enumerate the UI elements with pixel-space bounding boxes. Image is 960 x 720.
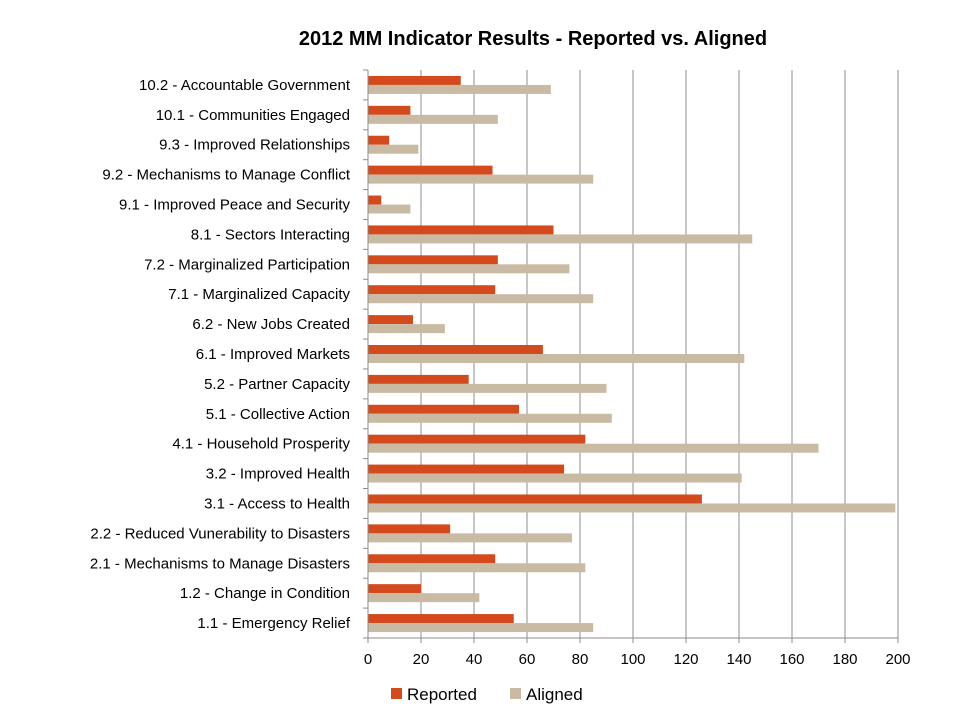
bar-aligned <box>368 623 594 633</box>
bar-reported <box>368 584 421 594</box>
bar-reported <box>368 285 496 295</box>
bar-reported <box>368 404 520 414</box>
bar-reported <box>368 345 543 354</box>
bar-aligned <box>368 174 594 184</box>
bar-reported <box>368 75 461 85</box>
category-label: 3.2 - Improved Health <box>206 466 350 483</box>
x-tick-label: 120 <box>673 651 698 668</box>
x-tick-label: 180 <box>832 651 857 668</box>
bar-reported <box>368 374 469 384</box>
bar-aligned <box>368 144 419 154</box>
bar-aligned <box>368 593 480 603</box>
category-label: 3.1 - Access to Health <box>204 495 350 512</box>
bar-aligned <box>368 264 570 274</box>
bar-aligned <box>368 473 742 483</box>
bar-reported <box>368 195 382 205</box>
x-tick-label: 200 <box>885 651 910 668</box>
bar-aligned <box>368 533 573 543</box>
bar-aligned <box>368 503 896 513</box>
category-label: 1.1 - Emergency Relief <box>197 615 350 632</box>
x-tick-label: 100 <box>620 651 645 668</box>
bar-reported <box>368 315 414 325</box>
bar-reported <box>368 614 514 624</box>
bar-reported <box>368 524 451 534</box>
bar-aligned <box>368 114 498 124</box>
category-label: 2.1 - Mechanisms to Manage Disasters <box>90 555 350 572</box>
x-tick-label: 140 <box>726 651 751 668</box>
category-label: 8.1 - Sectors Interacting <box>191 226 350 243</box>
category-label: 9.1 - Improved Peace and Security <box>119 197 350 214</box>
bar-aligned <box>368 563 586 573</box>
category-label: 9.3 - Improved Relationships <box>159 137 350 154</box>
bars <box>368 75 896 633</box>
category-label: 6.1 - Improved Markets <box>196 346 350 363</box>
bar-reported <box>368 464 565 474</box>
category-label: 1.2 - Change in Condition <box>180 585 350 602</box>
bar-reported <box>368 554 496 564</box>
x-tick-label: 160 <box>779 651 804 668</box>
bar-aligned <box>368 413 612 423</box>
bar-aligned <box>368 294 594 304</box>
legend-swatch-reported <box>391 688 402 699</box>
bar-reported <box>368 105 411 115</box>
bar-aligned <box>368 234 753 244</box>
x-tick-label: 20 <box>413 651 430 668</box>
category-label: 4.1 - Household Prosperity <box>172 436 350 453</box>
legend-swatch-aligned <box>510 688 521 699</box>
legend: Reported Aligned <box>391 685 583 704</box>
bar-aligned <box>368 383 607 393</box>
category-label: 5.2 - Partner Capacity <box>204 376 350 393</box>
category-label: 7.1 - Marginalized Capacity <box>168 286 350 303</box>
bar-aligned <box>368 443 819 453</box>
bar-reported <box>368 165 493 175</box>
bar-reported <box>368 494 702 504</box>
bar-aligned <box>368 354 745 363</box>
category-labels: 10.2 - Accountable Government 10.1 - Comm… <box>90 77 351 632</box>
x-tick-label: 80 <box>572 651 589 668</box>
category-label: 7.2 - Marginalized Participation <box>144 256 350 273</box>
bar-reported <box>368 135 390 145</box>
bar-reported <box>368 434 586 444</box>
category-label: 10.1 - Communities Engaged <box>156 107 350 124</box>
x-tick-labels: 0 20 40 60 80 100 120 140 160 180 200 <box>364 651 911 668</box>
legend-label-reported: Reported <box>407 685 477 704</box>
x-tick-label: 40 <box>466 651 483 668</box>
bar-aligned <box>368 204 411 214</box>
x-tick-label: 0 <box>364 651 372 668</box>
category-label: 9.2 - Mechanisms to Manage Conflict <box>102 167 350 184</box>
bar-reported <box>368 225 554 235</box>
category-label: 6.2 - New Jobs Created <box>192 316 350 333</box>
bar-reported <box>368 255 498 265</box>
category-label: 10.2 - Accountable Government <box>139 77 351 94</box>
bar-aligned <box>368 84 551 94</box>
x-tick-label: 60 <box>519 651 536 668</box>
category-label: 2.2 - Reduced Vunerability to Disasters <box>90 525 350 542</box>
axes <box>363 69 899 643</box>
bar-aligned <box>368 324 445 334</box>
category-label: 5.1 - Collective Action <box>206 406 350 423</box>
chart-title: 2012 MM Indicator Results - Reported vs.… <box>298 28 768 50</box>
legend-label-aligned: Aligned <box>526 685 583 704</box>
